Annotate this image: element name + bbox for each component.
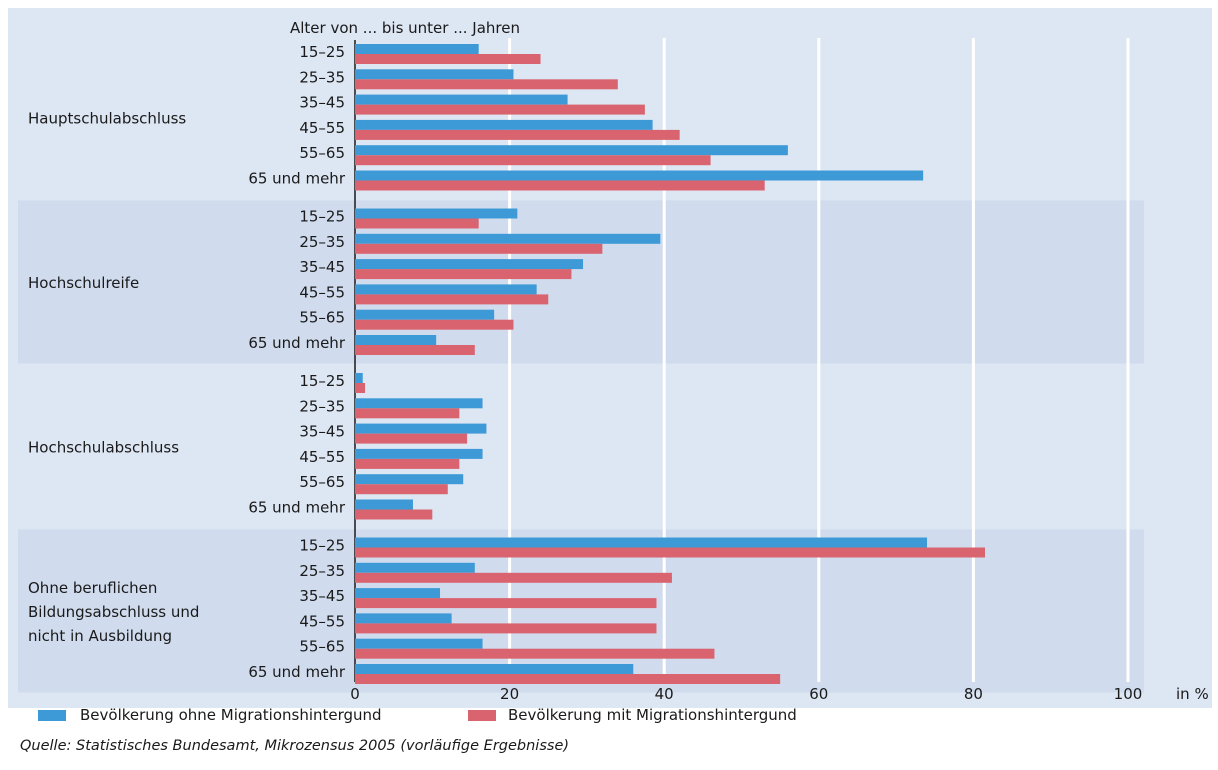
age-label: 55–65 bbox=[299, 638, 345, 656]
bar-ohne bbox=[355, 537, 928, 548]
group-label: Ohne beruflichen bbox=[28, 579, 157, 597]
age-label: 45–55 bbox=[299, 283, 345, 301]
bar-mit bbox=[355, 648, 715, 659]
bar-ohne bbox=[355, 474, 464, 485]
age-label: 35–45 bbox=[299, 258, 345, 276]
bar-mit bbox=[355, 218, 479, 229]
age-label: 65 und mehr bbox=[248, 663, 346, 681]
age-label: 55–65 bbox=[299, 473, 345, 491]
bar-mit bbox=[355, 155, 711, 166]
bar-ohne bbox=[355, 638, 483, 649]
x-axis-unit: in % bbox=[1176, 685, 1209, 703]
bar-ohne bbox=[355, 170, 924, 181]
bar-mit bbox=[355, 104, 645, 115]
bar-mit bbox=[355, 458, 460, 469]
bar-mit bbox=[355, 509, 433, 520]
bar-ohne bbox=[355, 233, 661, 244]
legend-label: Bevölkerung ohne Migrationshintergund bbox=[80, 706, 382, 724]
x-tick-label: 80 bbox=[964, 685, 983, 703]
bars bbox=[355, 44, 985, 684]
labels: 15–25 25–35 35–45 45–55 55–65 65 und mehr Haup… bbox=[28, 43, 346, 681]
bar-ohne bbox=[355, 448, 483, 459]
age-label: 15–25 bbox=[299, 537, 345, 555]
age-label: 65 und mehr bbox=[248, 170, 346, 188]
group-label: Hochschulabschluss bbox=[28, 438, 179, 456]
x-tick-label: 100 bbox=[1114, 685, 1143, 703]
age-label: 45–55 bbox=[299, 119, 345, 137]
age-label: 45–55 bbox=[299, 448, 345, 466]
bar-mit bbox=[355, 129, 680, 140]
bar-ohne bbox=[355, 664, 634, 674]
bar-mit bbox=[355, 243, 603, 254]
bar-ohne bbox=[355, 335, 437, 345]
bar-mit bbox=[355, 319, 514, 330]
bar-mit bbox=[355, 180, 765, 191]
bar-ohne bbox=[355, 373, 363, 383]
bar-ohne bbox=[355, 499, 413, 510]
source-note: Quelle: Statistisches Bundesamt, Mikroze… bbox=[20, 738, 570, 754]
legend: Bevölkerung ohne Migrationshintergund Bev… bbox=[38, 706, 797, 724]
group-label: nicht in Ausbildung bbox=[28, 627, 172, 645]
group-label: Hauptschulabschluss bbox=[28, 109, 186, 127]
legend-label: Bevölkerung mit Migrationshintergund bbox=[508, 706, 797, 724]
age-axis-title: Alter von ... bis unter ... Jahren bbox=[290, 19, 520, 37]
bar-mit bbox=[355, 547, 985, 558]
bar-mit bbox=[355, 383, 366, 393]
group-label: Bildungsabschluss und bbox=[28, 603, 199, 621]
bar-ohne bbox=[355, 398, 483, 409]
group-bands bbox=[18, 200, 1144, 693]
age-label: 25–35 bbox=[299, 397, 345, 415]
x-axis-ticks: 0 20 40 60 80 100 bbox=[350, 685, 1142, 703]
x-tick-label: 40 bbox=[655, 685, 674, 703]
bar-mit bbox=[355, 433, 468, 444]
bar-ohne bbox=[355, 259, 584, 270]
bar-ohne bbox=[355, 613, 452, 624]
bar-ohne bbox=[355, 119, 653, 130]
bar-ohne bbox=[355, 423, 487, 434]
age-label: 65 und mehr bbox=[248, 334, 346, 352]
bar-ohne bbox=[355, 145, 788, 156]
age-label: 15–25 bbox=[299, 208, 345, 226]
bar-mit bbox=[355, 484, 448, 495]
group-label: Hochschulreife bbox=[28, 274, 139, 292]
bar-ohne bbox=[355, 309, 495, 320]
legend-swatch bbox=[38, 710, 66, 721]
bar-ohne bbox=[355, 94, 568, 105]
bar-mit bbox=[355, 269, 572, 280]
age-label: 25–35 bbox=[299, 562, 345, 580]
x-tick-label: 60 bbox=[809, 685, 828, 703]
age-label: 45–55 bbox=[299, 612, 345, 630]
age-label: 25–35 bbox=[299, 233, 345, 251]
bar-mit bbox=[355, 598, 657, 609]
bar-mit bbox=[355, 54, 541, 64]
group-band-1 bbox=[18, 200, 1144, 364]
x-tick-label: 0 bbox=[350, 685, 360, 703]
age-label: 35–45 bbox=[299, 587, 345, 605]
age-label: 25–35 bbox=[299, 68, 345, 86]
bar-ohne bbox=[355, 208, 518, 219]
bar-mit bbox=[355, 79, 618, 90]
bar-mit bbox=[355, 294, 549, 305]
bar-ohne bbox=[355, 284, 537, 295]
age-label: 35–45 bbox=[299, 423, 345, 441]
age-label: 15–25 bbox=[299, 43, 345, 61]
age-label: 35–45 bbox=[299, 94, 345, 112]
bar-ohne bbox=[355, 69, 514, 80]
age-label: 55–65 bbox=[299, 309, 345, 327]
bar-ohne bbox=[355, 588, 441, 599]
bar-ohne bbox=[355, 562, 475, 573]
age-label: 65 und mehr bbox=[248, 499, 346, 517]
x-tick-label: 20 bbox=[500, 685, 519, 703]
bar-mit bbox=[355, 674, 781, 684]
bar-mit bbox=[355, 623, 657, 634]
bar-mit bbox=[355, 572, 672, 583]
bar-mit bbox=[355, 408, 460, 419]
age-label: 15–25 bbox=[299, 372, 345, 390]
legend-swatch bbox=[468, 710, 496, 721]
age-label: 55–65 bbox=[299, 144, 345, 162]
bar-mit bbox=[355, 345, 475, 355]
bar-ohne bbox=[355, 44, 479, 54]
